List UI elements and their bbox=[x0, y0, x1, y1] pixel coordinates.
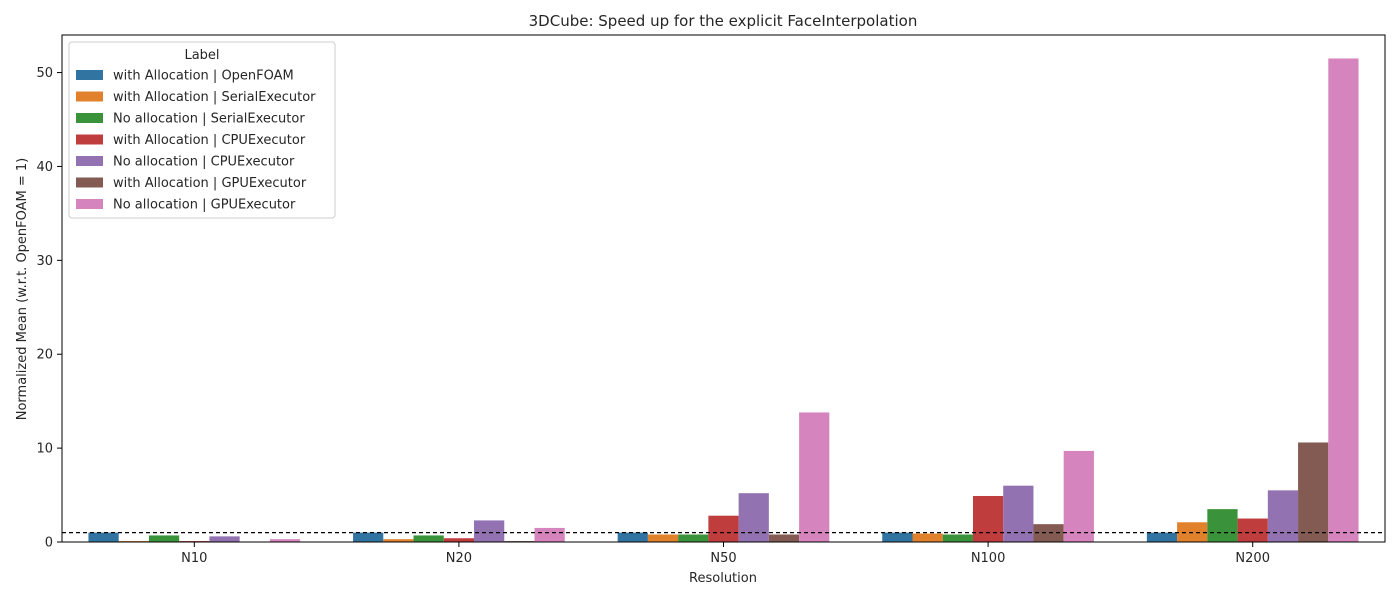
x-axis-label: Resolution bbox=[689, 571, 757, 586]
y-tick-label: 0 bbox=[45, 536, 53, 551]
y-tick-label: 50 bbox=[36, 66, 53, 81]
legend: Label with Allocation | OpenFOAM with Allo… bbox=[68, 41, 336, 219]
bar bbox=[1146, 532, 1178, 542]
legend-entry: with Allocation | SerialExecutor bbox=[113, 90, 316, 105]
bar bbox=[1003, 485, 1034, 542]
y-tick-label: 10 bbox=[36, 442, 53, 457]
legend-entry: No allocation | GPUExecutor bbox=[113, 198, 296, 213]
legend-swatch bbox=[76, 91, 103, 102]
bar bbox=[1237, 518, 1268, 542]
y-axis-label: Normalized Mean (w.r.t. OpenFOAM = 1) bbox=[15, 158, 30, 421]
x-tick-label: N100 bbox=[971, 551, 1006, 566]
legend-swatch bbox=[76, 70, 103, 80]
bar bbox=[413, 535, 444, 542]
bar bbox=[972, 495, 1004, 542]
bar bbox=[148, 535, 180, 542]
x-tick-label: N20 bbox=[446, 551, 472, 566]
bar bbox=[534, 527, 565, 542]
bar bbox=[1063, 450, 1094, 542]
bar bbox=[209, 536, 240, 542]
x-tick-label: N50 bbox=[710, 551, 736, 566]
chart-title: 3DCube: Speed up for the explicit FaceIn… bbox=[529, 12, 918, 30]
bar bbox=[1328, 58, 1359, 542]
legend-entry: with Allocation | GPUExecutor bbox=[113, 176, 307, 191]
legend-title: Label bbox=[184, 48, 219, 63]
y-tick-label: 40 bbox=[36, 160, 53, 175]
bar bbox=[1267, 490, 1299, 542]
bar bbox=[768, 534, 800, 542]
bar bbox=[383, 539, 414, 542]
bar bbox=[269, 539, 301, 542]
x-tick-label: N10 bbox=[181, 551, 207, 566]
y-tick-label: 30 bbox=[36, 254, 53, 269]
bar bbox=[88, 532, 119, 542]
bar bbox=[912, 533, 943, 542]
bar bbox=[443, 538, 475, 542]
x-tick-label: N200 bbox=[1235, 551, 1270, 566]
bar bbox=[942, 534, 973, 542]
legend-entry: with Allocation | OpenFOAM bbox=[113, 69, 294, 84]
bar bbox=[882, 532, 913, 542]
bar bbox=[708, 515, 739, 542]
legend-swatch bbox=[76, 156, 103, 166]
bar bbox=[617, 532, 648, 542]
bar bbox=[678, 534, 709, 542]
legend-swatch bbox=[76, 134, 103, 145]
bar bbox=[474, 520, 505, 542]
bar bbox=[738, 493, 769, 542]
legend-swatch bbox=[76, 113, 103, 123]
bar bbox=[1298, 442, 1329, 542]
y-tick-label: 20 bbox=[36, 348, 53, 363]
legend-entry: No allocation | CPUExecutor bbox=[113, 155, 295, 170]
bar bbox=[647, 534, 679, 542]
bar bbox=[353, 532, 384, 542]
legend-swatch bbox=[76, 177, 103, 188]
bar bbox=[1207, 509, 1238, 542]
legend-entry: No allocation | SerialExecutor bbox=[113, 112, 305, 127]
legend-box bbox=[68, 41, 336, 219]
bar bbox=[799, 412, 830, 542]
legend-entry: with Allocation | CPUExecutor bbox=[113, 133, 306, 148]
plot-area: 0 10 20 30 40 50 N10 N20 N50 N100 N200 bbox=[36, 34, 1386, 566]
bar bbox=[1033, 524, 1064, 542]
legend-swatch bbox=[76, 199, 103, 209]
